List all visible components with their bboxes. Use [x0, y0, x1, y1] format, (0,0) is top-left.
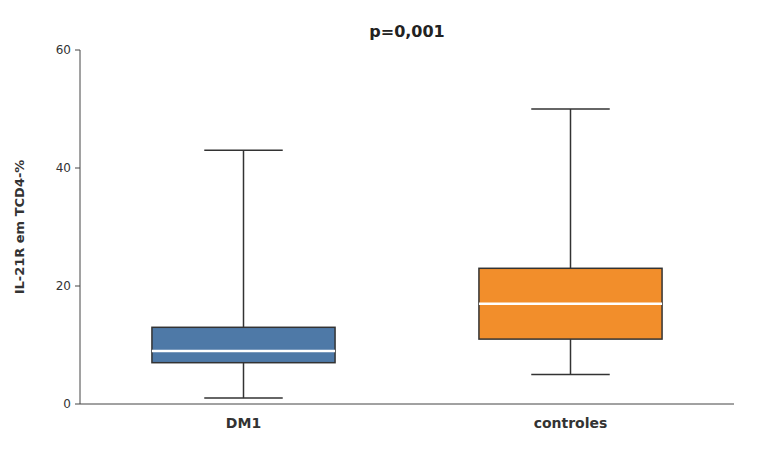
- upper-whisker: [243, 150, 245, 327]
- upper-cap: [531, 108, 609, 110]
- chart-container: 0 20 40 60 DM1 controles IL-21R em TCD4-% p=0,0…: [0, 0, 764, 454]
- median-line: [479, 302, 662, 305]
- x-tick-label: controles: [534, 415, 608, 431]
- y-axis-line: [80, 50, 81, 404]
- y-tick-label: 60: [56, 43, 71, 57]
- lower-whisker: [570, 339, 572, 374]
- lower-whisker: [243, 363, 245, 398]
- box: [152, 327, 335, 362]
- boxes: [152, 109, 662, 398]
- y-tick: [75, 168, 80, 169]
- lower-cap: [204, 397, 282, 399]
- y-axis-label: IL-21R em TCD4-%: [12, 160, 27, 295]
- upper-cap: [204, 150, 282, 152]
- y-tick-label: 40: [56, 161, 71, 175]
- y-tick-label: 20: [56, 279, 71, 293]
- y-tick: [75, 286, 80, 287]
- x-tick-label: DM1: [226, 415, 261, 431]
- x-axis-line: [80, 404, 734, 405]
- box: [479, 268, 662, 339]
- y-tick: [75, 50, 80, 51]
- annotation: p=0,001: [369, 22, 444, 41]
- upper-whisker: [570, 109, 572, 268]
- chart-svg: 0 20 40 60 DM1 controles IL-21R em TCD4-% p=0,0…: [0, 0, 764, 454]
- y-tick-label: 0: [63, 397, 71, 411]
- lower-cap: [531, 374, 609, 376]
- median-line: [152, 350, 335, 353]
- y-tick: [75, 404, 80, 405]
